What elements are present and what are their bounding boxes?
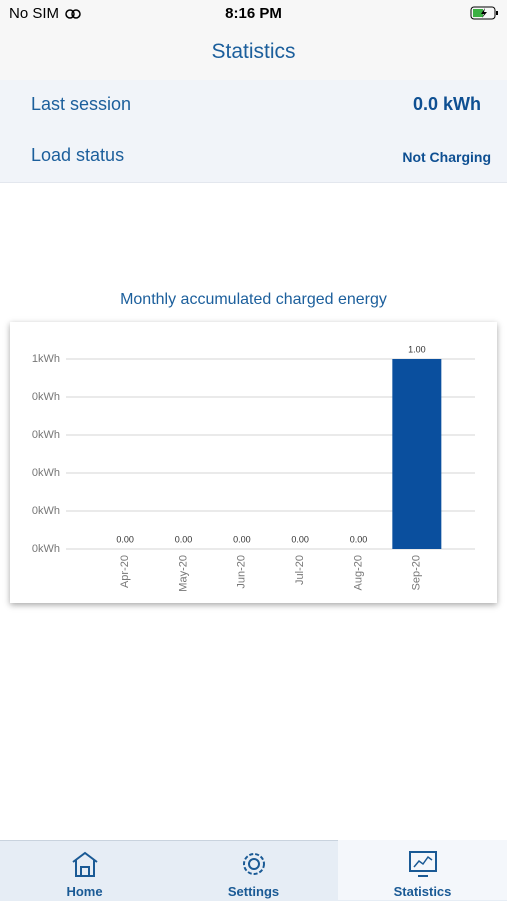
tab-statistics[interactable]: Statistics [338,840,507,900]
page-title: Statistics [211,40,296,63]
tab-label: Statistics [393,884,452,899]
wifi-icon [65,9,81,19]
bar [392,359,442,549]
y-tick-label: 0kWh [32,505,60,517]
x-tick-label: Jul-20 [294,555,306,585]
x-tick-label: Jun-20 [236,555,248,589]
y-tick-label: 0kWh [32,391,60,403]
info-row: Last session 0.0 kWh [0,80,507,132]
clock: 8:16 PM [225,5,282,22]
x-tick-label: May-20 [177,555,189,592]
x-tick-label: Aug-20 [352,555,364,590]
chart-card: 0kWh 0kWh 0kWh 0kWh 0kWh 1kWh 0.00 Apr-20 0.00 Ma… [10,322,497,603]
y-tick-label: 0kWh [32,543,60,555]
tab-label: Settings [227,884,280,899]
row-label: Last session [31,94,132,114]
chart-title: Monthly accumulated charged energy [120,291,387,308]
tab-label: Home [66,884,103,899]
row-label: Load status [31,145,125,165]
y-tick-label: 0kWh [32,467,60,479]
y-tick-label: 0kWh [32,429,60,441]
battery-icon [470,6,498,20]
row-value: 0.0 kWh [412,94,481,114]
home-icon [72,851,98,877]
tab-home[interactable]: Home [0,840,169,900]
value-label: 0.00 [291,534,309,544]
statistics-icon [409,851,437,877]
x-tick-label: Sep-20 [411,555,423,590]
value-label: 1.00 [408,344,426,354]
settings-icon [243,853,265,875]
info-row: Load status Not Charging [0,131,507,183]
value-label: 0.00 [116,534,134,544]
x-tick-label: Apr-20 [119,555,131,588]
chart: 0kWh 0kWh 0kWh 0kWh 0kWh 1kWh 0.00 Apr-20 0.00 Ma… [32,344,475,592]
tab-settings[interactable]: Settings [169,840,338,900]
value-label: 0.00 [233,534,251,544]
value-label: 0.00 [350,534,368,544]
y-tick-label: 1kWh [32,353,60,365]
carrier: No SIM [9,5,60,22]
value-label: 0.00 [175,534,193,544]
row-value: Not Charging [402,149,491,165]
